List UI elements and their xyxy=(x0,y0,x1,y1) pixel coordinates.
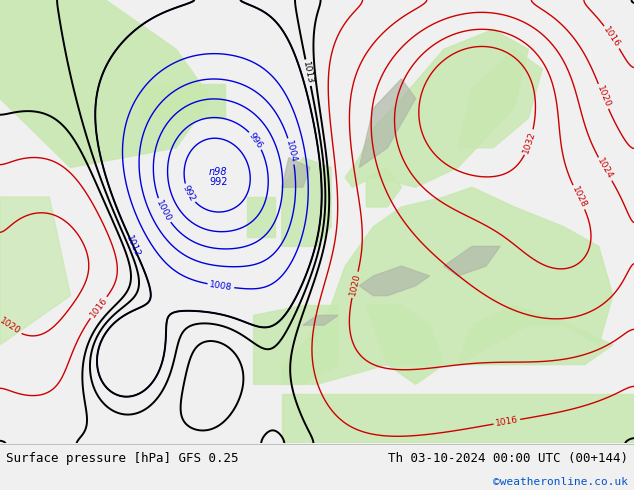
Text: 996: 996 xyxy=(247,131,264,150)
Polygon shape xyxy=(303,316,338,325)
Polygon shape xyxy=(281,394,634,443)
Polygon shape xyxy=(458,49,543,148)
Text: 1032: 1032 xyxy=(522,130,538,155)
Text: 1008: 1008 xyxy=(209,280,233,292)
Text: 1020: 1020 xyxy=(595,84,612,109)
Text: 1012: 1012 xyxy=(125,234,142,258)
Text: 992: 992 xyxy=(209,177,228,187)
Text: 1000: 1000 xyxy=(154,198,173,223)
Text: 1016: 1016 xyxy=(495,416,519,428)
Text: Surface pressure [hPa] GFS 0.25: Surface pressure [hPa] GFS 0.25 xyxy=(6,452,239,465)
Polygon shape xyxy=(359,266,430,295)
Polygon shape xyxy=(281,158,310,187)
Text: 992: 992 xyxy=(181,184,197,203)
Polygon shape xyxy=(254,305,338,384)
Polygon shape xyxy=(444,246,500,276)
Text: 1016: 1016 xyxy=(88,295,109,319)
Text: 1020: 1020 xyxy=(0,316,22,336)
Polygon shape xyxy=(247,197,275,237)
Text: 1013: 1013 xyxy=(301,60,314,85)
Polygon shape xyxy=(0,197,70,345)
Polygon shape xyxy=(458,305,613,365)
Text: ©weatheronline.co.uk: ©weatheronline.co.uk xyxy=(493,477,628,487)
Polygon shape xyxy=(141,84,226,118)
Text: 1024: 1024 xyxy=(595,157,614,181)
Polygon shape xyxy=(366,168,401,207)
Polygon shape xyxy=(0,0,211,168)
Polygon shape xyxy=(345,29,528,187)
Polygon shape xyxy=(281,158,331,246)
Text: 1028: 1028 xyxy=(570,185,588,210)
Text: 1004: 1004 xyxy=(285,139,299,164)
Polygon shape xyxy=(281,187,613,384)
Text: n98: n98 xyxy=(209,168,228,177)
Text: Th 03-10-2024 00:00 UTC (00+144): Th 03-10-2024 00:00 UTC (00+144) xyxy=(387,452,628,465)
Polygon shape xyxy=(366,305,444,384)
Polygon shape xyxy=(359,79,416,168)
Text: 1016: 1016 xyxy=(602,25,622,49)
Text: 1020: 1020 xyxy=(348,272,362,297)
